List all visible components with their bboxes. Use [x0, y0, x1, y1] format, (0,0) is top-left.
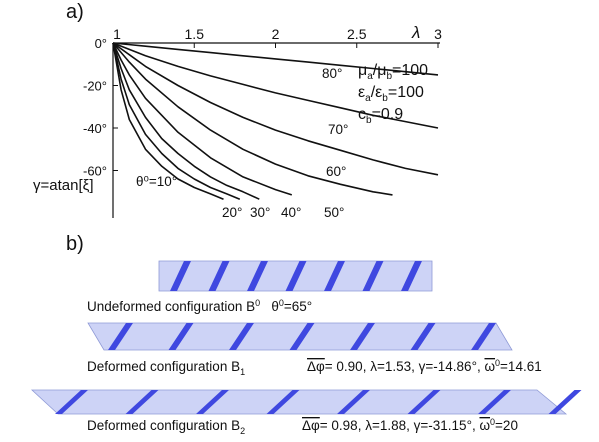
x-tick-label-1: 1.5 [185, 26, 205, 42]
y-tick-label-1: -20° [83, 79, 107, 94]
band-1-stripe-5 [410, 323, 436, 350]
band-2-params: Δφ= 0.98, λ=1.88, γ=-31.15°, ω0=20 [302, 417, 518, 433]
series-label-3: 40° [281, 205, 301, 220]
annotation-cb: cb=0.9 [358, 106, 403, 126]
annotation-eps-tail: =100 [388, 84, 424, 101]
band-1-shape [87, 322, 513, 351]
x-ticks: 1 1.5 2 2.5 3 [112, 26, 442, 48]
annotation-mu-sub2: b [386, 71, 392, 82]
band-undeformed: Undeformed configuration B0 θ0=65° [87, 260, 433, 314]
series-line-2 [112, 42, 260, 200]
band-1-stripe-3 [289, 323, 315, 350]
series-lines [112, 42, 439, 200]
annotation-mu-mid: /μ [373, 62, 387, 79]
annotation-cb-tail: =0.9 [372, 106, 404, 123]
panel-b-label: b) [66, 233, 84, 255]
y-axis-label: γ=atan[ξ] [33, 177, 94, 194]
annotation-eps-main: ε [358, 84, 365, 101]
band-2-delta-phi-symbol: Δφ [302, 418, 320, 433]
band-2-stripe-0 [55, 390, 88, 414]
annotation-mu-tail: =100 [392, 62, 428, 79]
band-2-stripe-1 [125, 390, 159, 414]
series-labels: θ⁰=10° 20° 30° 40° 50° 60° 70° 80° [136, 66, 348, 220]
series-label-2: 30° [250, 205, 270, 220]
series-line-5 [112, 42, 439, 176]
band-0-stripe-5 [362, 261, 384, 291]
band-1-params: Δφ= 0.90, λ=1.53, γ=-14.86°, ω0=14.61 [307, 358, 542, 374]
annotation-eps-sub2: b [382, 93, 388, 104]
series-line-0 [112, 42, 224, 200]
series-label-0: θ⁰=10° [136, 174, 177, 189]
series-line-6 [112, 42, 439, 129]
band-1-stripe-0 [108, 323, 133, 350]
x-axis-label: λ [411, 23, 420, 42]
svg-text:μa/μb=100: μa/μb=100 [358, 62, 428, 82]
band-2-stripe-5 [407, 390, 441, 414]
band-1-stripe-6 [471, 323, 496, 350]
band-0-stripe-0 [170, 261, 191, 291]
band-0-stripe-6 [401, 261, 422, 291]
y-tick-label-2: -40° [83, 121, 107, 136]
band-0-stripe-2 [247, 261, 268, 291]
series-line-3 [112, 42, 293, 196]
panel-a-label: a) [66, 1, 84, 23]
x-tick-label-2: 2 [272, 26, 280, 42]
annotation-eps-mid: /ε [371, 84, 383, 101]
band-0-caption: Undeformed configuration B0 θ0=65° [87, 298, 312, 314]
svg-text:cb=0.9: cb=0.9 [358, 106, 403, 126]
series-label-6: 70° [328, 122, 348, 137]
band-0-shape [158, 260, 433, 292]
band-1-caption: Deformed configuration B1 [87, 359, 245, 377]
x-tick-label-4: 3 [434, 26, 442, 42]
series-label-1: 20° [222, 205, 242, 220]
band-2-stripe-7 [548, 390, 582, 414]
annotation-cb-sub: b [366, 115, 372, 126]
band-2-stripe-6 [478, 390, 511, 414]
series-line-7 [112, 42, 439, 76]
annotation-eps: εa/εb=100 [358, 84, 424, 104]
band-0-stripe-3 [285, 261, 307, 291]
band-1-stripe-1 [168, 323, 194, 350]
svg-text:εa/εb=100: εa/εb=100 [358, 84, 424, 104]
series-line-1 [112, 42, 241, 200]
series-label-7: 80° [322, 66, 342, 81]
band-2-stripe-4 [337, 390, 370, 414]
series-line-4 [112, 42, 393, 196]
band-0-stripe-4 [324, 261, 345, 291]
band-2-shape [30, 389, 582, 415]
band-2-stripe-3 [266, 390, 300, 414]
band-deformed-2: Deformed configuration B2 Δφ= 0.98, λ=1.… [30, 389, 582, 436]
chart-a: 1 1.5 2 2.5 3 0° -20° -40° -60° λ γ=atan[ξ] θ⁰=… [33, 23, 442, 220]
band-deformed-1: Deformed configuration B1 Δφ= 0.90, λ=1.… [87, 322, 542, 377]
y-tick-label-0: 0° [95, 36, 107, 51]
band-0-stripe-1 [208, 261, 230, 291]
y-ticks: 0° -20° -40° -60° [83, 36, 118, 179]
annotation-eps-sub: a [365, 93, 371, 104]
band-2-stripe-2 [196, 390, 229, 414]
annotation-mu-main: μ [358, 62, 367, 79]
annotation-mu-sub: a [367, 71, 373, 82]
band-1-stripe-2 [229, 323, 254, 350]
band-1-stripe-4 [350, 323, 375, 350]
series-label-5: 60° [326, 164, 346, 179]
series-label-4: 50° [324, 205, 344, 220]
y-tick-label-3: -60° [83, 164, 107, 179]
band-2-caption: Deformed configuration B2 [87, 418, 245, 436]
annotation-cb-main: c [358, 106, 366, 123]
x-tick-label-3: 2.5 [347, 26, 367, 42]
band-1-delta-phi-symbol: Δφ [307, 359, 325, 374]
annotation-mu: μa/μb=100 [358, 62, 428, 82]
x-tick-label-0: 1 [113, 26, 121, 42]
